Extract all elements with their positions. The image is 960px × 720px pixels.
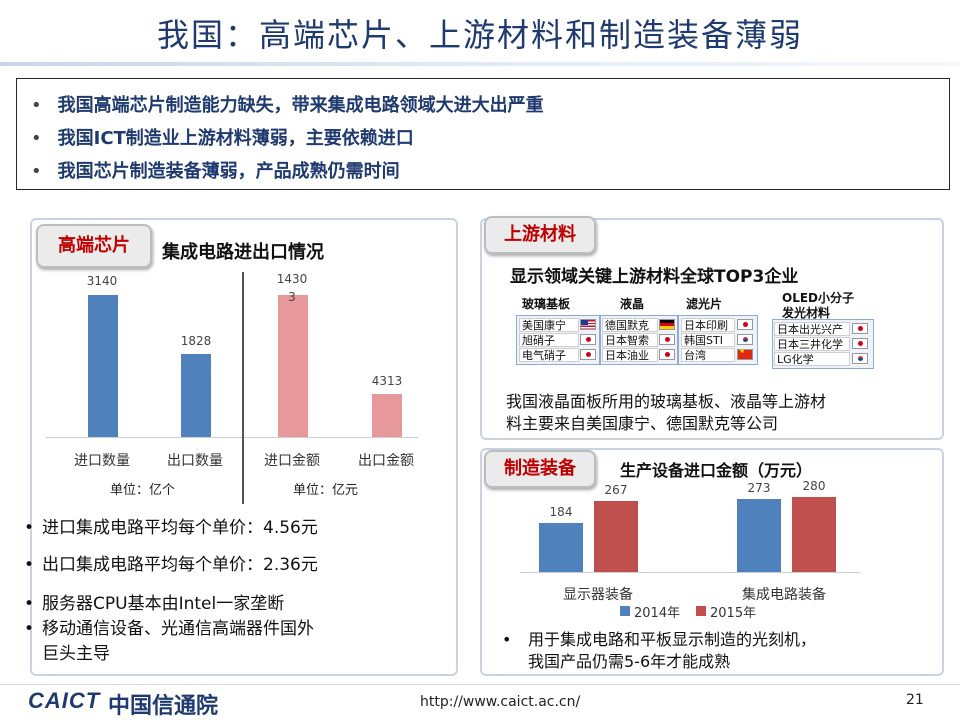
category-label: 集成电路装备 bbox=[742, 587, 826, 603]
page-number: 21 bbox=[906, 692, 924, 708]
value-label: 267 bbox=[604, 482, 628, 497]
material-column-header: OLED小分子 bbox=[782, 291, 855, 305]
category-label: 出口数量 bbox=[167, 453, 223, 469]
materials-tag: 上游材料 bbox=[484, 216, 596, 254]
equipment-tag: 制造装备 bbox=[484, 450, 596, 488]
japan-flag-icon bbox=[659, 349, 675, 360]
chip-bullet: • 进口集成电路平均每个单价：4.56元 bbox=[24, 518, 318, 538]
value-label: 273 bbox=[747, 481, 771, 496]
chip-bullet: • 移动通信设备、光通信高端器件国外 bbox=[24, 619, 314, 639]
japan-flag-icon bbox=[852, 323, 868, 334]
value-label: 4313 bbox=[371, 374, 403, 388]
chip-panel bbox=[30, 218, 458, 676]
germany-flag-icon bbox=[659, 319, 675, 330]
chip-chart-title: 集成电路进出口情况 bbox=[162, 242, 324, 263]
summary-bullet-text: 我国高端芯片制造能力缺失，带来集成电路领域大进大出严重 bbox=[57, 95, 544, 116]
material-company: 台湾 bbox=[681, 348, 735, 362]
x-axis bbox=[46, 437, 418, 438]
title-divider bbox=[0, 62, 960, 66]
japan-flag-icon bbox=[737, 319, 753, 330]
chip-bullet-cont: 巨头主导 bbox=[24, 639, 110, 664]
bar-import-value bbox=[278, 295, 308, 437]
slide-title: 我国：高端芯片、上游材料和制造装备薄弱 bbox=[156, 16, 803, 54]
equipment-bullet-text: 用于集成电路和平板显示制造的光刻机， bbox=[528, 630, 817, 649]
material-company: 韩国STI bbox=[681, 333, 735, 347]
legend-label: 2015年 bbox=[710, 606, 757, 621]
equipment-bullet-cont: 我国产品仍需5-6年才能成熟 bbox=[528, 652, 731, 671]
caict-logo: CAICT bbox=[28, 688, 101, 713]
value-label: 184 bbox=[549, 504, 573, 519]
bar-display-2014 bbox=[539, 522, 583, 572]
value-label: 1828 bbox=[180, 334, 212, 348]
chip-bullet-text: 移动通信设备、光通信高端器件国外 bbox=[42, 619, 314, 639]
chip-bullet: • 出口集成电路平均每个单价：2.36元 bbox=[24, 555, 318, 575]
china-flag-icon bbox=[737, 347, 753, 360]
x-axis bbox=[520, 572, 860, 573]
japan-flag-icon bbox=[580, 334, 596, 345]
equipment-bullet: • 用于集成电路和平板显示制造的光刻机， bbox=[502, 630, 817, 649]
legend-swatch-2014 bbox=[620, 606, 630, 616]
category-label: 进口数量 bbox=[74, 453, 130, 469]
summary-bullet: • 我国高端芯片制造能力缺失，带来集成电路领域大进大出严重 bbox=[31, 95, 544, 116]
equipment-chart-title: 生产设备进口金额（万元） bbox=[620, 461, 813, 480]
bar-display-2015 bbox=[594, 500, 638, 572]
material-column-header: 玻璃基板 bbox=[522, 297, 571, 311]
japan-flag-icon bbox=[659, 334, 675, 345]
materials-heading: 显示领域关键上游材料全球TOP3企业 bbox=[510, 267, 799, 287]
bar-import-quantity bbox=[88, 295, 118, 437]
bar-export-value bbox=[372, 394, 402, 437]
chip-bullet: • 服务器CPU基本由Intel一家垄断 bbox=[24, 594, 285, 614]
summary-bullet-text: 我国ICT制造业上游材料薄弱，主要依赖进口 bbox=[57, 128, 414, 149]
chip-bullet-text: 服务器CPU基本由Intel一家垄断 bbox=[42, 594, 285, 614]
footer-divider bbox=[0, 684, 960, 685]
chip-tag: 高端芯片 bbox=[36, 224, 152, 268]
materials-note-line: 料主要来自美国康宁、德国默克等公司 bbox=[506, 414, 779, 433]
material-company: LG化学 bbox=[774, 352, 850, 366]
korea-flag-icon bbox=[852, 353, 868, 364]
material-company: 日本印刷 bbox=[681, 318, 735, 332]
category-label: 显示器装备 bbox=[563, 587, 633, 603]
materials-note-line: 我国液晶面板所用的玻璃基板、液晶等上游材 bbox=[506, 392, 827, 411]
value-label: 280 bbox=[802, 479, 826, 494]
value-label: 3140 bbox=[86, 274, 118, 288]
material-column-header: 液晶 bbox=[620, 297, 645, 311]
bar-ic-2015 bbox=[792, 497, 836, 572]
material-column-header: 滤光片 bbox=[686, 297, 723, 311]
unit-label: 单位：亿个 bbox=[110, 483, 176, 498]
footer-url[interactable]: http://www.caict.ac.cn/ bbox=[420, 694, 581, 710]
value-label: 1430 bbox=[276, 272, 308, 286]
material-column-header: 发光材料 bbox=[782, 306, 831, 320]
category-label: 出口金额 bbox=[358, 453, 414, 469]
legend-label: 2014年 bbox=[634, 606, 681, 621]
summary-bullet-text: 我国芯片制造装备薄弱，产品成熟仍需时间 bbox=[57, 161, 400, 182]
unit-label: 单位：亿元 bbox=[293, 483, 359, 498]
material-company: 日本三井化学 bbox=[774, 337, 850, 351]
chip-bullet-text: 出口集成电路平均每个单价：2.36元 bbox=[42, 555, 318, 575]
category-label: 进口金额 bbox=[264, 453, 320, 469]
us-flag-icon bbox=[580, 319, 596, 330]
material-company: 日本出光兴产 bbox=[774, 322, 850, 336]
material-company: 美国康宁 bbox=[519, 318, 579, 332]
bar-ic-2014 bbox=[737, 499, 781, 572]
value-label: 3 bbox=[288, 290, 296, 304]
japan-flag-icon bbox=[580, 349, 596, 360]
material-company: 电气硝子 bbox=[519, 348, 579, 362]
caict-logo-cn: 中国信通院 bbox=[108, 694, 219, 719]
chip-bullet-text: 巨头主导 bbox=[42, 644, 110, 664]
material-company: 日本油业 bbox=[602, 348, 658, 362]
material-company: 德国默克 bbox=[602, 318, 658, 332]
summary-bullet: • 我国ICT制造业上游材料薄弱，主要依赖进口 bbox=[31, 128, 414, 149]
bar-export-quantity bbox=[181, 354, 211, 437]
legend-swatch-2015 bbox=[696, 606, 706, 616]
japan-flag-icon bbox=[852, 338, 868, 349]
korea-flag-icon bbox=[737, 334, 753, 345]
summary-box: • 我国高端芯片制造能力缺失，带来集成电路领域大进大出严重 • 我国ICT制造业上游… bbox=[16, 78, 950, 190]
material-company: 旭硝子 bbox=[519, 333, 579, 347]
summary-bullet: • 我国芯片制造装备薄弱，产品成熟仍需时间 bbox=[31, 161, 400, 182]
material-company: 日本智索 bbox=[602, 333, 658, 347]
group-divider bbox=[242, 272, 244, 504]
chip-bullet-text: 进口集成电路平均每个单价：4.56元 bbox=[42, 518, 318, 538]
